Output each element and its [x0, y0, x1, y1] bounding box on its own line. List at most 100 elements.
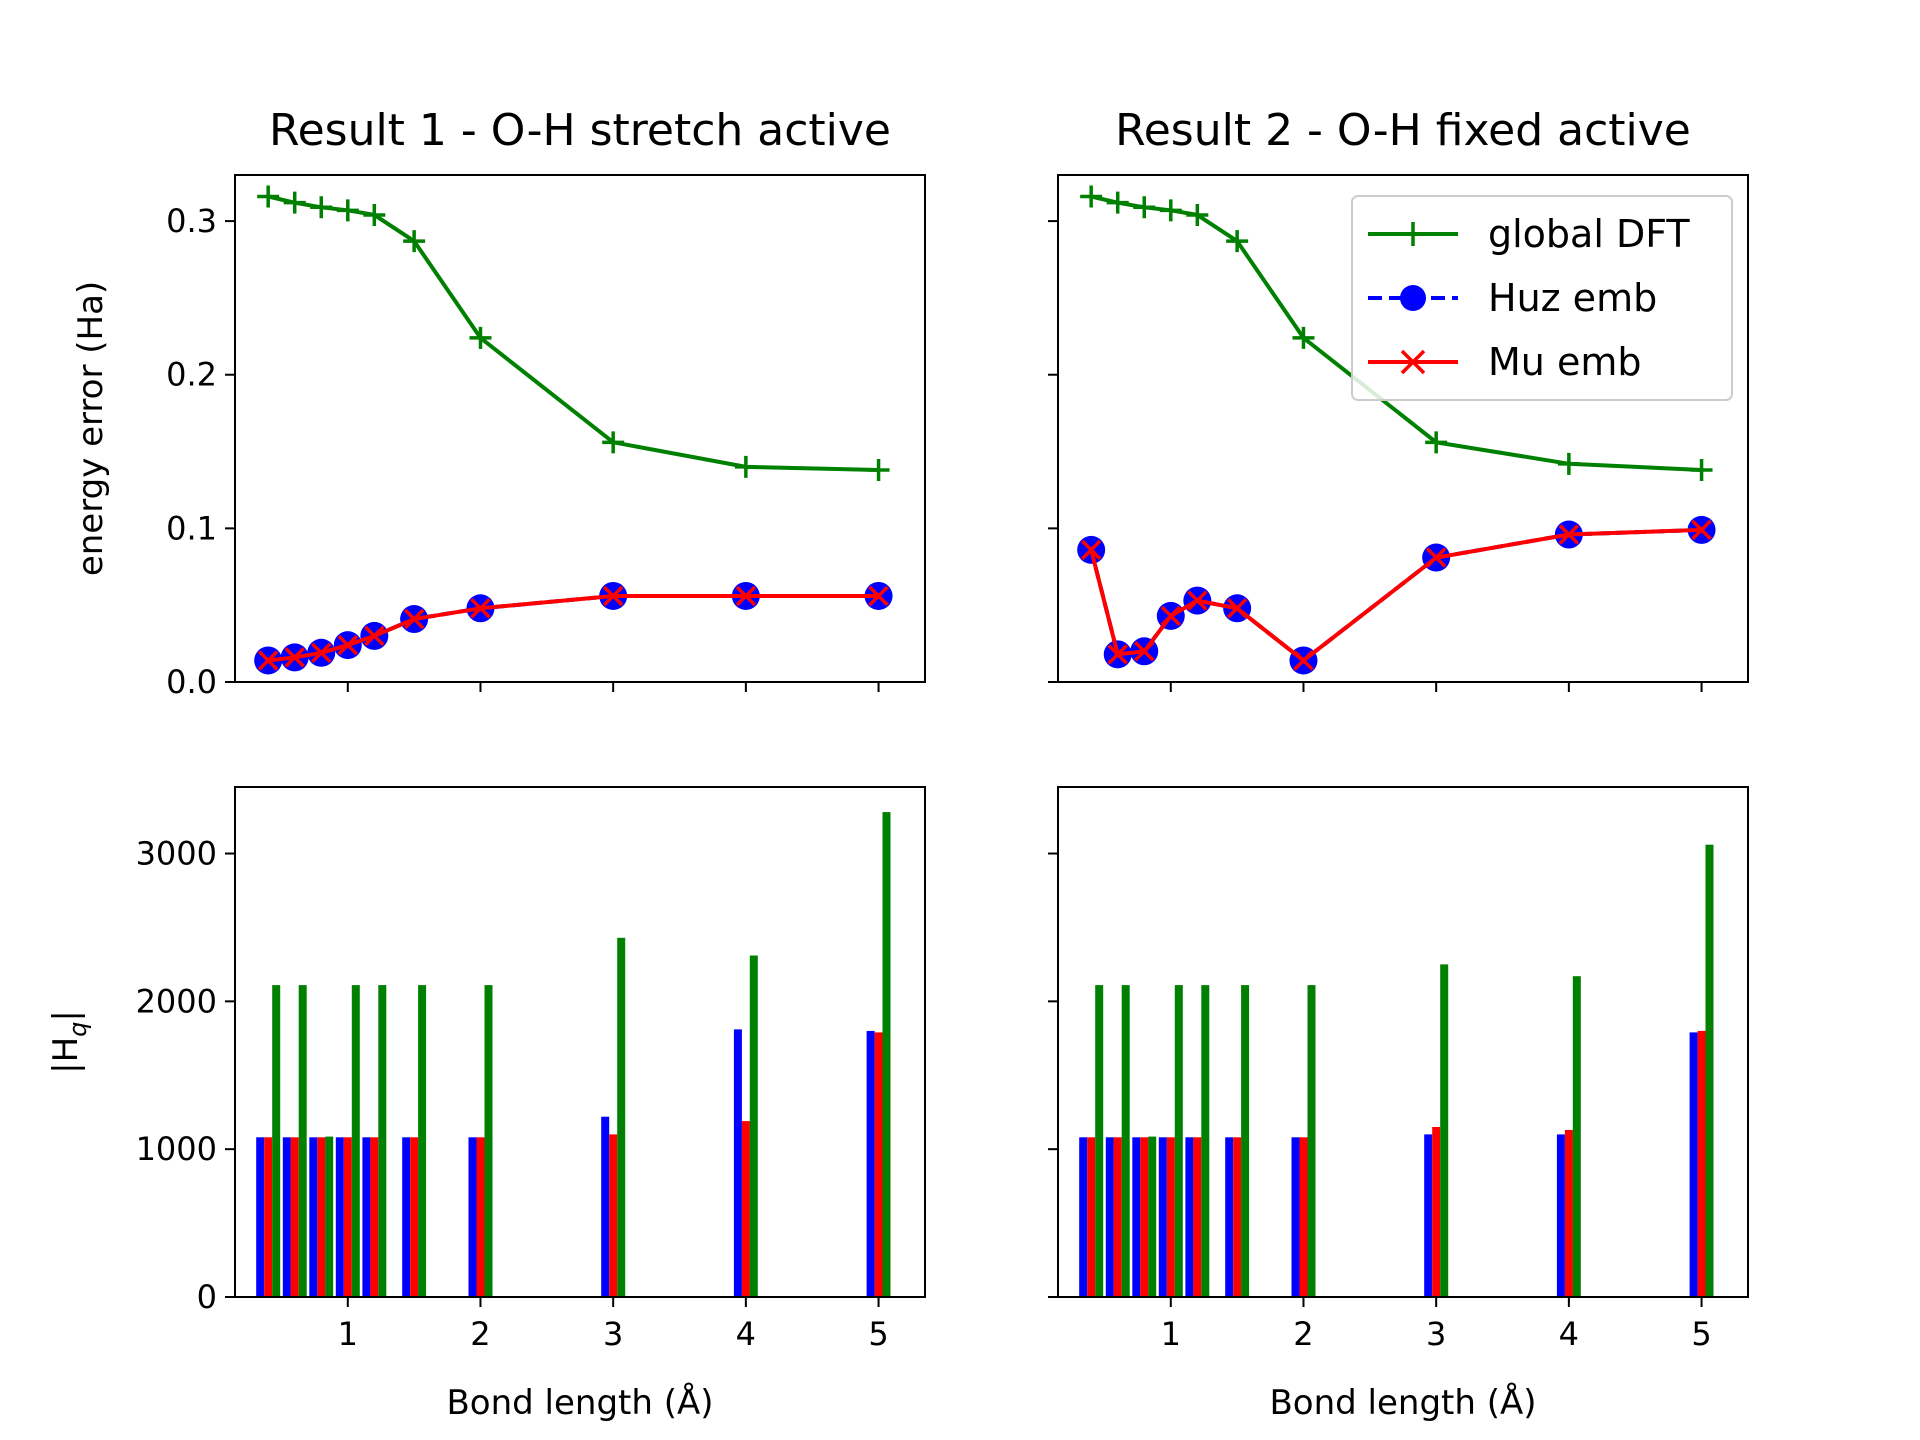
axes-2: Result 2 - O-H fixed active global DFT Huz… [1048, 105, 1749, 692]
x-tick-label: 1 [1161, 1315, 1181, 1353]
series-line [1089, 527, 1702, 664]
x-tick-label: 2 [470, 1315, 490, 1353]
axes-1: 0.0 0.1 0.2 0.3 Result 1 - O-H stretch activ… [71, 105, 926, 701]
bar [733, 1029, 742, 1297]
y-tick-label: 2000 [136, 982, 217, 1020]
bar [1148, 1136, 1157, 1297]
bar [351, 985, 360, 1297]
data-point [1187, 590, 1208, 611]
y-tick-label: 0.2 [166, 356, 217, 394]
bar-series-2 [264, 1032, 883, 1297]
bar [1556, 1134, 1565, 1297]
bar [1174, 985, 1183, 1297]
data-point [1133, 196, 1156, 219]
x-tick-label: 3 [1426, 1315, 1446, 1353]
bar [1233, 1137, 1242, 1297]
chart-title: Result 2 - O-H fixed active [1115, 105, 1691, 156]
data-point [1425, 431, 1448, 454]
data-point [257, 650, 279, 671]
x-tick-label: 4 [1559, 1315, 1579, 1353]
bar [1140, 1137, 1149, 1297]
data-point [1292, 326, 1315, 349]
bar [484, 985, 493, 1297]
axes-3: 1 2 3 4 5 0 1000 2000 3000 Bond length (Å) |Hq| [46, 786, 926, 1423]
bar [866, 1030, 875, 1297]
bar-series-1 [256, 1029, 875, 1297]
legend-marker [1401, 222, 1425, 246]
bar-series-2 [1087, 1030, 1706, 1297]
data-point [734, 455, 757, 478]
data-point [337, 634, 359, 656]
x-tick-label: 3 [603, 1315, 623, 1353]
bar [1432, 1127, 1441, 1297]
bar [282, 1137, 291, 1297]
x-tick-label: 5 [1691, 1315, 1711, 1353]
bar [1689, 1032, 1698, 1297]
data-point [1186, 203, 1209, 226]
bar [410, 1137, 419, 1297]
bar [874, 1032, 883, 1297]
bar [1079, 1137, 1088, 1297]
bar [362, 1137, 371, 1297]
data-point [1159, 199, 1182, 222]
bar-series-1 [1079, 1032, 1698, 1297]
bar [335, 1137, 344, 1297]
data-point [1293, 650, 1314, 671]
legend: global DFT Huz emb Mu emb [1351, 195, 1733, 401]
bar [1697, 1030, 1706, 1297]
bar-series-3 [272, 812, 891, 1297]
legend-label: Mu emb [1488, 340, 1641, 384]
legend-frame [1351, 195, 1733, 401]
bar [1121, 985, 1130, 1297]
series-global-dft [257, 185, 890, 481]
bar [317, 1137, 326, 1297]
y-axis-label: energy error (Ha) [71, 281, 111, 576]
data-point [1226, 230, 1249, 253]
chart-title: Result 1 - O-H stretch active [269, 105, 891, 156]
series-mu-emb [1080, 519, 1712, 671]
data-point [284, 647, 305, 668]
series-global-dft [1080, 185, 1713, 481]
bar [1705, 844, 1714, 1297]
x-tick-label: 5 [868, 1315, 888, 1353]
data-point [1107, 644, 1128, 665]
axes-frame [234, 174, 926, 683]
data-point [1226, 598, 1248, 619]
bar [741, 1121, 750, 1297]
series-line [267, 194, 879, 472]
y-axis-label-sub: q [64, 1022, 92, 1037]
legend-marker [1400, 285, 1426, 311]
bar [1225, 1137, 1234, 1297]
data-point [602, 431, 625, 454]
data-point [602, 585, 624, 607]
bar [1241, 985, 1250, 1297]
data-point [1557, 452, 1580, 475]
y-tick-label: 0.1 [166, 509, 217, 547]
bar [609, 1134, 618, 1297]
bar [1132, 1137, 1141, 1297]
legend-label: global DFT [1488, 212, 1690, 256]
bar-series-3 [1095, 844, 1714, 1297]
bar [264, 1137, 273, 1297]
series-line [267, 594, 879, 663]
bar [309, 1137, 318, 1297]
bar [1158, 1137, 1167, 1297]
data-point [1691, 519, 1712, 541]
axes-4: 1 2 3 4 5 Bond length (Å) [1048, 786, 1749, 1423]
bar [1291, 1137, 1300, 1297]
bar [476, 1137, 485, 1297]
data-point [257, 185, 280, 208]
x-tick-label: 4 [736, 1315, 756, 1353]
bar [325, 1136, 334, 1297]
data-point [336, 199, 359, 222]
bar [1424, 1134, 1433, 1297]
data-point [403, 230, 426, 253]
data-point [735, 585, 757, 607]
bar [1113, 1137, 1122, 1297]
data-point [363, 203, 386, 226]
data-point [1690, 458, 1713, 481]
bar [468, 1137, 477, 1297]
y-tick-label: 0.3 [166, 202, 217, 240]
data-point [1106, 191, 1129, 214]
